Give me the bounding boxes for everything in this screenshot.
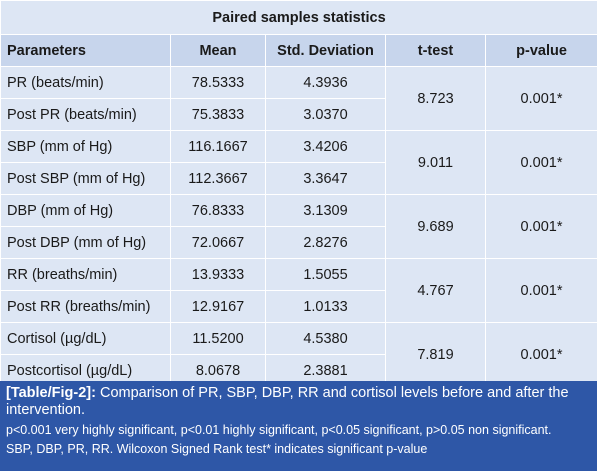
mean-cell: 78.5333 [170,66,266,99]
t-test-cell: 7.819 [385,322,486,387]
parameter-cell: Post RR (breaths/min) [0,290,171,323]
sd-cell: 3.4206 [265,130,386,163]
sd-cell: 1.0133 [265,290,386,323]
table-row: Post DBP (mm of Hg) 72.0667 2.8276 [0,226,597,259]
mean-cell: 76.8333 [170,194,266,227]
t-test-cell: 9.689 [385,194,486,259]
t-test-cell: 4.767 [385,258,486,323]
table-row: RR (breaths/min) 13.9333 1.5055 4.767 0.… [0,258,597,323]
sd-cell: 2.8276 [265,226,386,259]
sd-cell: 1.5055 [265,258,386,291]
mean-cell: 112.3667 [170,162,266,195]
caption-label: [Table/Fig-2]: [6,385,96,401]
mean-cell: 11.5200 [170,322,266,355]
mean-cell: 13.9333 [170,258,266,291]
caption-main: [Table/Fig-2]: Comparison of PR, SBP, DB… [6,385,591,419]
parameter-cell: Post SBP (mm of Hg) [0,162,171,195]
figure-caption: [Table/Fig-2]: Comparison of PR, SBP, DB… [0,381,597,471]
table-row: DBP (mm of Hg) 76.8333 3.1309 9.689 0.00… [0,194,597,259]
table-row: PR (beats/min) 78.5333 4.3936 8.723 0.00… [0,66,597,131]
p-value-cell: 0.001* [484,322,597,387]
table-row: Cortisol (µg/dL) 11.5200 4.5380 7.819 0.… [0,322,597,387]
header-parameters: Parameters [0,34,171,67]
p-value-cell: 0.001* [484,258,597,323]
p-value-cell: 0.001* [484,130,597,195]
parameter-cell: RR (breaths/min) [0,258,171,291]
table-title: Paired samples statistics [0,0,597,35]
t-test-cell: 9.011 [385,130,486,195]
header-row: Parameters Mean Std. Deviation t-test p-… [0,34,597,67]
paired-samples-table: Paired samples statistics Parameters Mea… [0,0,597,387]
parameter-cell: PR (beats/min) [0,66,171,99]
sd-cell: 3.3647 [265,162,386,195]
caption-note-significance: p<0.001 very highly significant, p<0.01 … [6,423,552,437]
table-row: Post PR (beats/min) 75.3833 3.0370 [0,98,597,131]
header-std-deviation: Std. Deviation [265,34,386,67]
header-p-value: p-value [484,34,597,67]
table-row: Post RR (breaths/min) 12.9167 1.0133 [0,290,597,323]
t-test-cell: 8.723 [385,66,486,131]
parameter-cell: Cortisol (µg/dL) [0,322,171,355]
mean-cell: 72.0667 [170,226,266,259]
caption-text: Comparison of PR, SBP, DBP, RR and corti… [6,385,569,418]
p-value-cell: 0.001* [484,194,597,259]
mean-cell: 116.1667 [170,130,266,163]
sd-cell: 4.3936 [265,66,386,99]
table-row: Post SBP (mm of Hg) 112.3667 3.3647 [0,162,597,195]
caption-note-test: SBP, DBP, PR, RR. Wilcoxon Signed Rank t… [6,442,428,456]
header-t-test: t-test [385,34,486,67]
parameter-cell: Post PR (beats/min) [0,98,171,131]
parameter-cell: DBP (mm of Hg) [0,194,171,227]
p-value-cell: 0.001* [484,66,597,131]
sd-cell: 3.0370 [265,98,386,131]
sd-cell: 3.1309 [265,194,386,227]
header-mean: Mean [170,34,266,67]
mean-cell: 12.9167 [170,290,266,323]
parameter-cell: SBP (mm of Hg) [0,130,171,163]
table-row: SBP (mm of Hg) 116.1667 3.4206 9.011 0.0… [0,130,597,195]
parameter-cell: Post DBP (mm of Hg) [0,226,171,259]
sd-cell: 4.5380 [265,322,386,355]
mean-cell: 75.3833 [170,98,266,131]
